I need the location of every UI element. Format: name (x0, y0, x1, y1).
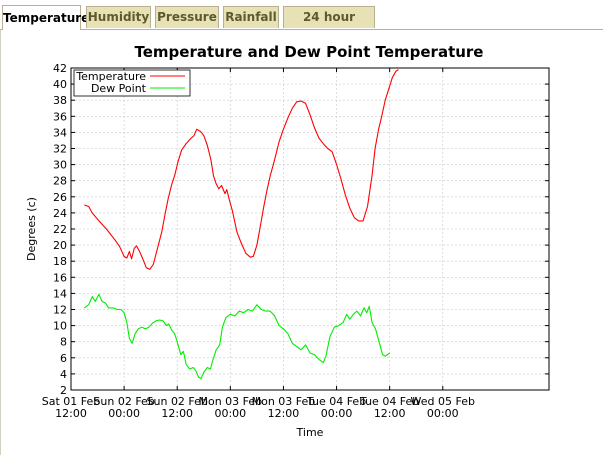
y-tick-label: 12 (53, 304, 67, 317)
tab-bar-divider (0, 29, 603, 30)
y-tick-label: 36 (53, 110, 67, 123)
x-tick-label-day: Sun 02 Feb (93, 395, 154, 408)
x-tick-label-time: 12:00 (161, 407, 193, 420)
y-tick-label: 18 (53, 255, 67, 268)
y-tick-label: 24 (53, 207, 67, 220)
tab-humidity[interactable]: Humidity (86, 6, 151, 28)
tab-rainfall[interactable]: Rainfall (223, 6, 279, 28)
tab-pressure[interactable]: Pressure (155, 6, 219, 28)
x-axis-label: Time (296, 426, 324, 439)
axis-ticks: 24681012141618202224262830323436384042Sa… (42, 62, 549, 420)
y-tick-label: 2 (60, 384, 67, 397)
legend-dew-point-label: Dew Point (91, 82, 147, 95)
x-tick-label-day: Wed 05 Feb (411, 395, 475, 408)
x-tick-label-time: 00:00 (427, 407, 459, 420)
legend-temperature-label: Temperature (75, 70, 146, 83)
y-tick-label: 32 (53, 143, 67, 156)
x-tick-label-time: 12:00 (55, 407, 87, 420)
x-tick-label-day: Sun 02 Feb (147, 395, 208, 408)
y-tick-label: 26 (53, 191, 67, 204)
x-tick-label-time: 00:00 (214, 407, 246, 420)
x-tick-label-time: 00:00 (321, 407, 353, 420)
temperature-chart: 24681012141618202224262830323436384042Sa… (25, 43, 550, 439)
x-tick-label-time: 12:00 (374, 407, 406, 420)
chart-panel: 2 4 6 8 10 12 14 16 18 20 22 24 26 28 30 32 34 36 38 40 42 Sa… (0, 30, 603, 455)
tab-bar: Temperature Humidity Pressure Rainfall 2… (0, 0, 603, 45)
y-tick-label: 6 (60, 352, 67, 365)
grid (71, 68, 549, 390)
y-tick-label: 8 (60, 336, 67, 349)
y-tick-label: 38 (53, 94, 67, 107)
tab-temperature[interactable]: Temperature (2, 5, 89, 30)
y-tick-label: 14 (53, 287, 67, 300)
legend: Temperature Dew Point (73, 69, 191, 97)
y-axis-label: Degrees (c) (25, 197, 38, 261)
y-tick-label: 40 (53, 78, 67, 91)
tab-24-hour-wind[interactable]: 24 hour Wind (283, 6, 375, 45)
y-tick-label: 10 (53, 320, 67, 333)
data-lines (83, 69, 399, 380)
x-tick-label-day: Tue 04 Feb (306, 395, 366, 408)
y-tick-label: 30 (53, 159, 67, 172)
y-tick-label: 16 (53, 271, 67, 284)
dew-point-series-line (83, 293, 391, 380)
y-tick-label: 42 (53, 62, 67, 75)
x-tick-label-day: Sat 01 Feb (42, 395, 101, 408)
legend-box (73, 69, 191, 97)
y-tick-label: 34 (53, 126, 67, 139)
y-tick-label: 20 (53, 239, 67, 252)
x-tick-label-day: Mon 03 Feb (198, 395, 262, 408)
x-tick-label-time: 00:00 (108, 407, 140, 420)
x-tick-label-day: Tue 04 Feb (359, 395, 419, 408)
x-tick-label-day: Mon 03 Feb (252, 395, 316, 408)
temperature-series-line (84, 69, 399, 270)
y-tick-label: 28 (53, 175, 67, 188)
chart-title: Temperature and Dew Point Temperature (135, 43, 484, 61)
y-tick-label: 4 (60, 368, 67, 381)
y-tick-label: 22 (53, 223, 67, 236)
x-tick-label-time: 12:00 (268, 407, 300, 420)
